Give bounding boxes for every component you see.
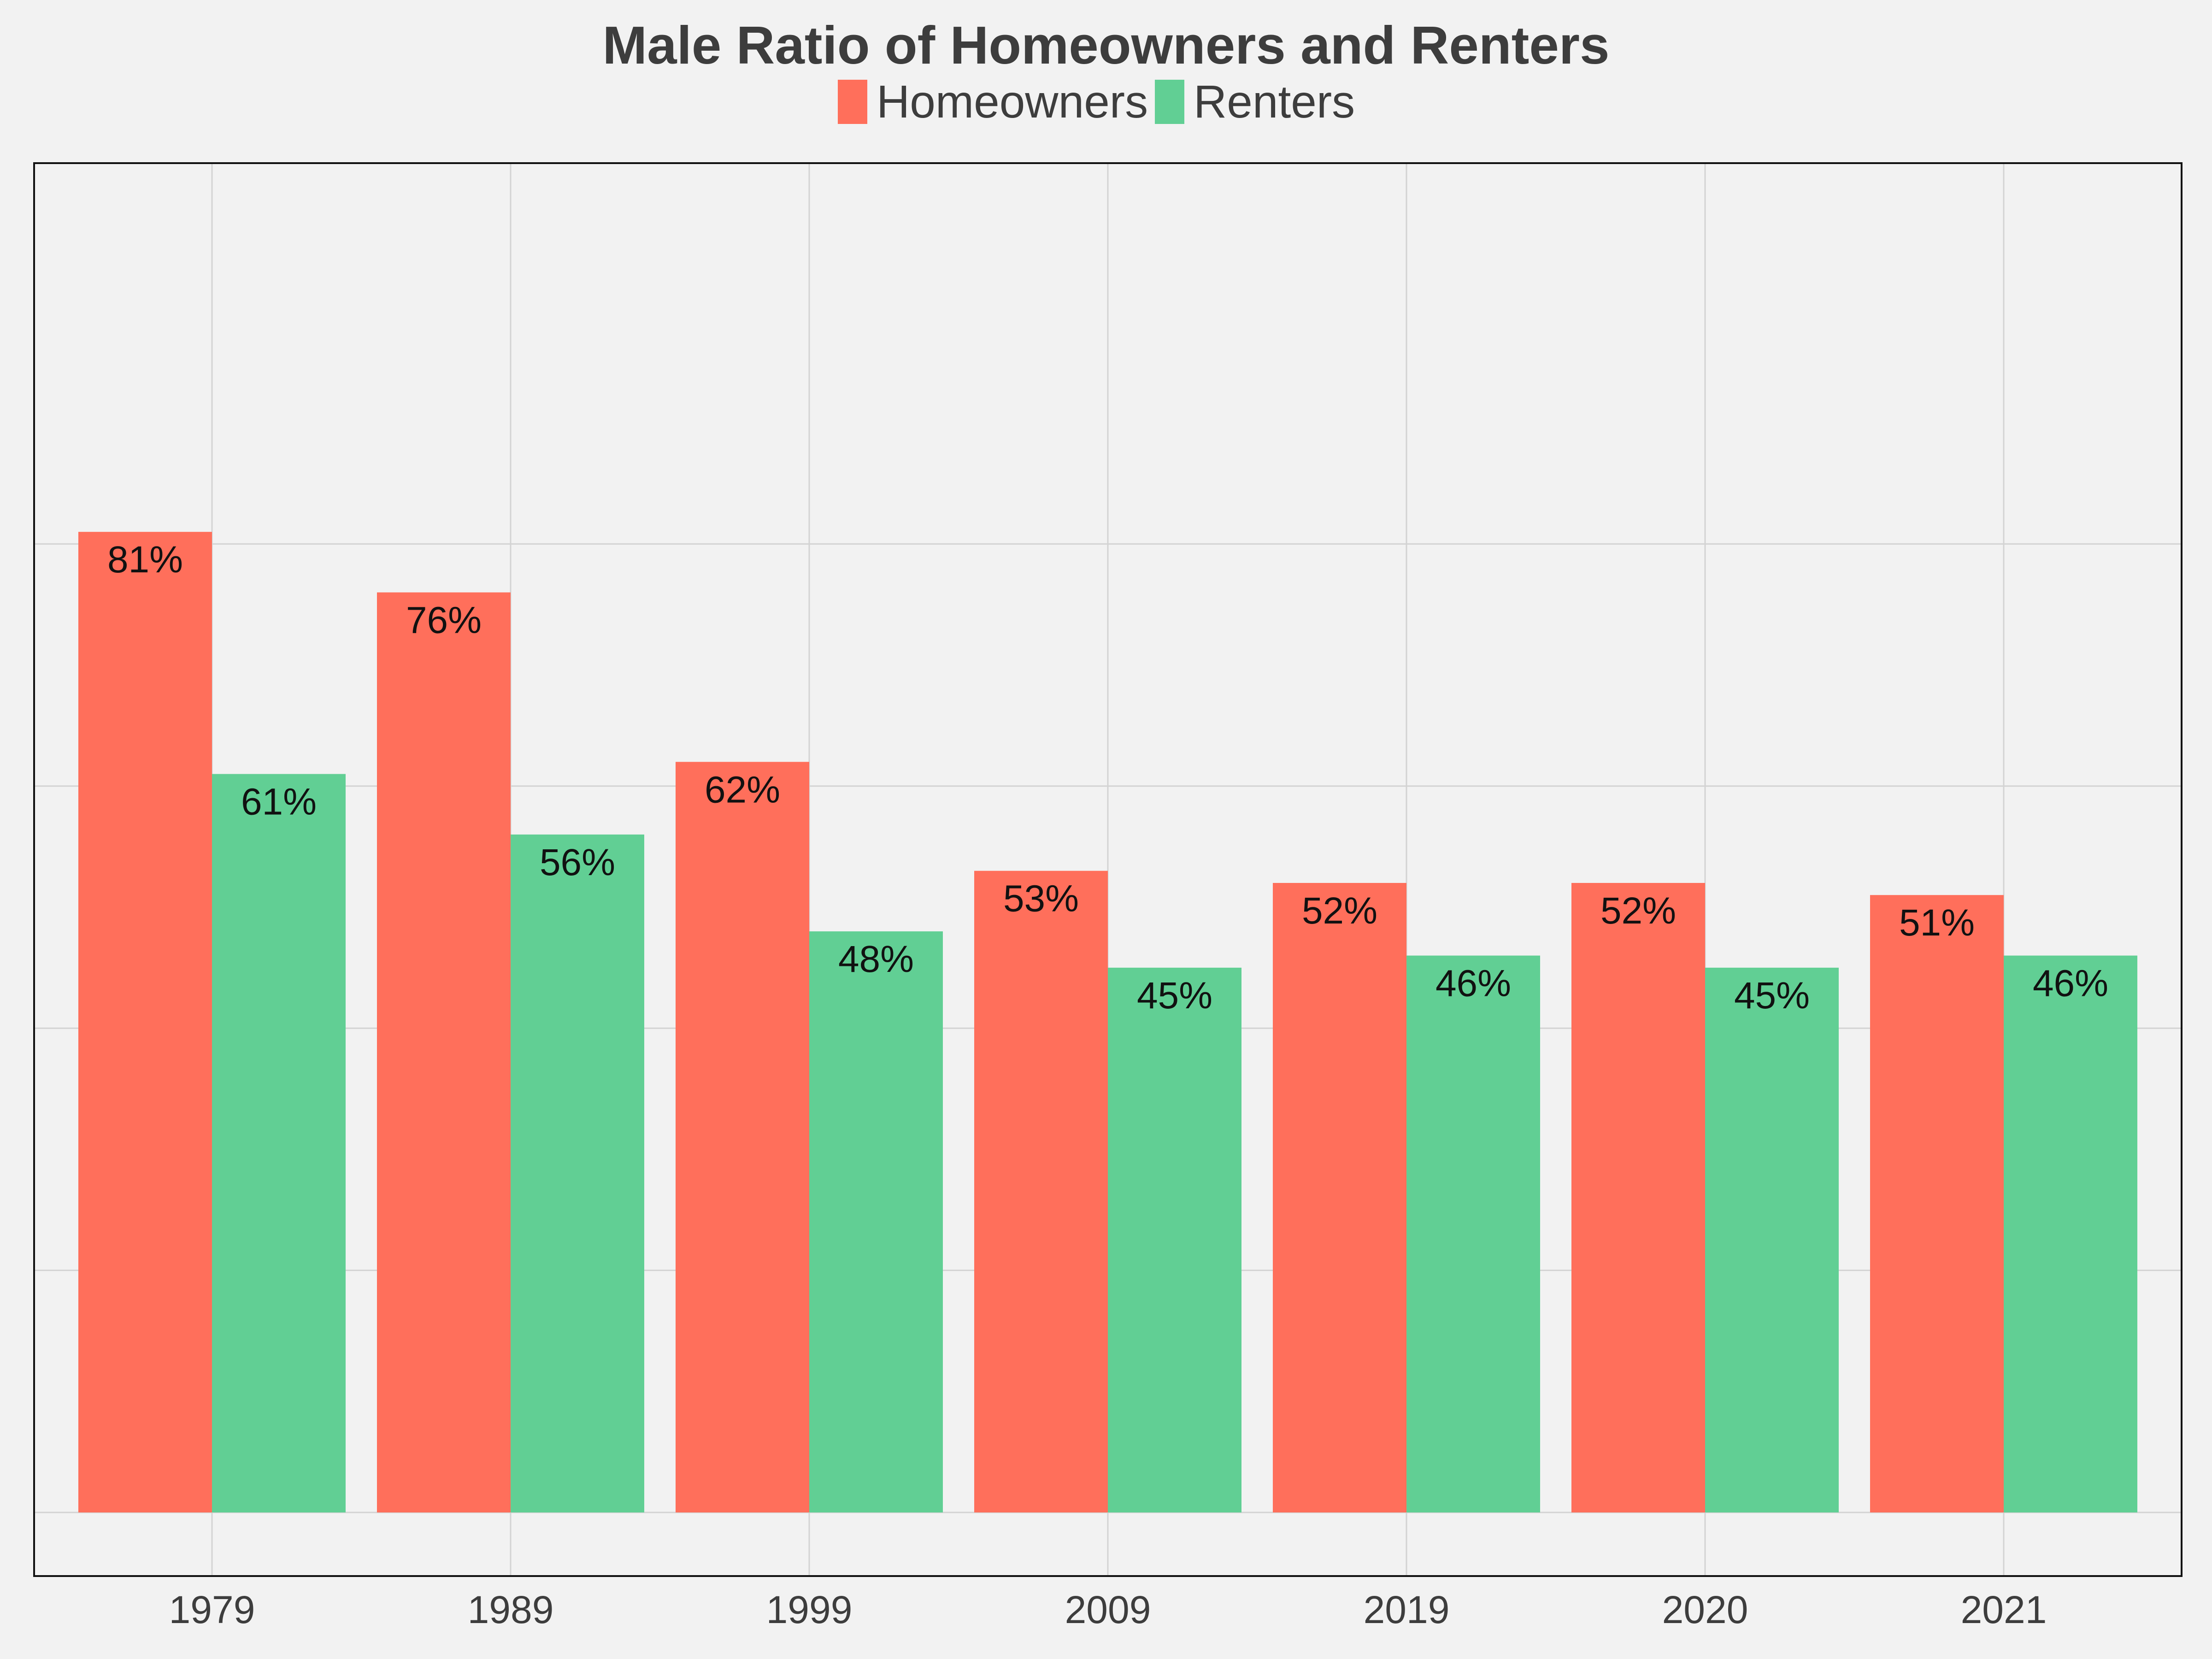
bar-value-label: 51% bbox=[1899, 902, 1975, 944]
bar-value-label: 46% bbox=[1435, 963, 1511, 1005]
chart-title: Male Ratio of Homeowners and Renters bbox=[602, 15, 1609, 75]
bar-value-label: 52% bbox=[1600, 890, 1676, 932]
bar-homeowners bbox=[676, 762, 809, 1512]
bar-value-label: 61% bbox=[241, 781, 317, 823]
bar-homeowners bbox=[78, 532, 212, 1513]
bar-value-label: 45% bbox=[1137, 975, 1212, 1017]
x-axis-ticks: 1979 1989 1999 2009 2019 2020 2021 bbox=[169, 1588, 2047, 1631]
x-tick-label: 1989 bbox=[468, 1588, 554, 1631]
bar-value-label: 48% bbox=[838, 938, 914, 980]
bar-homeowners bbox=[1870, 895, 2004, 1512]
bar-value-label: 46% bbox=[2033, 963, 2108, 1005]
data-labels: 81% 76% 62% 53% 52% 52% 51% 61% 56% 48% 45% 46% 45% 4… bbox=[107, 539, 2108, 1017]
x-tick-label: 2019 bbox=[1364, 1588, 1450, 1631]
bar-renters bbox=[1406, 955, 1540, 1512]
legend: Homeowners Renters bbox=[838, 76, 1355, 128]
legend-swatch bbox=[1155, 80, 1184, 124]
bar-renters bbox=[212, 774, 346, 1512]
bar-value-label: 45% bbox=[1734, 975, 1810, 1017]
bar-homeowners bbox=[1273, 882, 1406, 1512]
bar-homeowners bbox=[974, 871, 1108, 1512]
legend-swatch bbox=[838, 80, 867, 124]
bar-value-label: 81% bbox=[107, 539, 183, 581]
bar-homeowners bbox=[1571, 882, 1705, 1512]
bar-renters bbox=[1705, 967, 1839, 1512]
bar-value-label: 62% bbox=[705, 769, 780, 811]
bar-value-label: 76% bbox=[406, 599, 482, 641]
bar-value-label: 52% bbox=[1302, 890, 1377, 932]
bar-renters bbox=[2004, 955, 2137, 1512]
bar-renters bbox=[809, 931, 943, 1512]
bars bbox=[78, 532, 2137, 1513]
x-tick-label: 1979 bbox=[169, 1588, 255, 1631]
bar-renters bbox=[511, 834, 644, 1512]
bar-renters bbox=[1108, 967, 1241, 1512]
bar-value-label: 56% bbox=[540, 841, 615, 883]
plot-frame bbox=[33, 162, 2183, 1577]
legend-label: Renters bbox=[1194, 76, 1355, 128]
legend-label: Homeowners bbox=[877, 76, 1148, 128]
x-tick-label: 2009 bbox=[1065, 1588, 1151, 1631]
x-tick-label: 1999 bbox=[766, 1588, 853, 1631]
x-tick-label: 2021 bbox=[1961, 1588, 2047, 1631]
x-tick-label: 2020 bbox=[1662, 1588, 1748, 1631]
bar-value-label: 53% bbox=[1003, 878, 1079, 920]
bar-homeowners bbox=[377, 592, 511, 1512]
